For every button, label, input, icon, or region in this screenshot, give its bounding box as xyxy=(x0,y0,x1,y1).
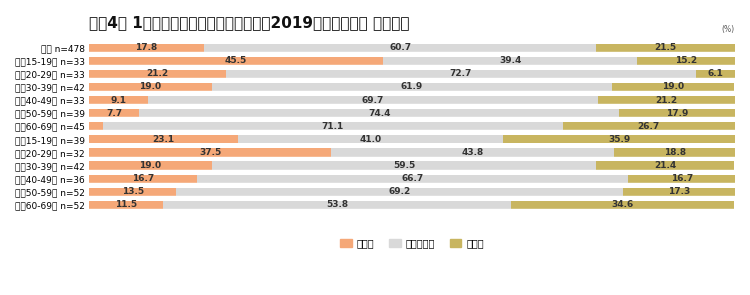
Text: 71.1: 71.1 xyxy=(322,122,344,131)
Bar xyxy=(148,96,598,104)
Bar xyxy=(164,201,511,209)
Bar xyxy=(598,96,735,104)
Text: 35.9: 35.9 xyxy=(608,135,630,144)
Bar xyxy=(89,70,226,78)
Bar xyxy=(204,44,596,52)
Text: 9.1: 9.1 xyxy=(110,96,127,104)
Text: 17.9: 17.9 xyxy=(666,109,688,118)
Text: 74.4: 74.4 xyxy=(368,109,391,118)
Text: 16.7: 16.7 xyxy=(132,174,154,183)
Bar xyxy=(628,175,736,183)
Text: ＜围4＞ 1年前と比較した読書数の変化（2019年調査実施時 年代別）: ＜围4＞ 1年前と比較した読書数の変化（2019年調査実施時 年代別） xyxy=(89,15,410,30)
Bar xyxy=(238,135,503,143)
Bar xyxy=(614,148,736,157)
Bar xyxy=(612,83,734,91)
Bar xyxy=(89,57,383,65)
Bar xyxy=(89,188,176,196)
Bar xyxy=(89,44,204,52)
Bar xyxy=(89,175,197,183)
Text: 60.7: 60.7 xyxy=(389,43,411,52)
Text: 13.5: 13.5 xyxy=(122,187,144,196)
Text: 17.3: 17.3 xyxy=(668,187,690,196)
Bar xyxy=(562,122,735,130)
Text: 43.8: 43.8 xyxy=(462,148,484,157)
Text: 6.1: 6.1 xyxy=(707,69,723,78)
Text: 41.0: 41.0 xyxy=(360,135,382,144)
Bar xyxy=(89,122,104,130)
Bar xyxy=(332,148,614,157)
Text: 16.7: 16.7 xyxy=(670,174,693,183)
Bar xyxy=(89,201,164,209)
Bar xyxy=(139,109,620,117)
Text: 66.7: 66.7 xyxy=(401,174,424,183)
Text: 69.7: 69.7 xyxy=(362,96,384,104)
Text: 39.4: 39.4 xyxy=(499,56,521,65)
Legend: 増えた, 変わらない, 減った: 増えた, 変わらない, 減った xyxy=(337,235,488,252)
Text: 7.7: 7.7 xyxy=(106,109,122,118)
Bar xyxy=(596,44,735,52)
Text: 21.4: 21.4 xyxy=(654,161,676,170)
Bar xyxy=(89,83,212,91)
Bar xyxy=(596,161,734,170)
Text: 72.7: 72.7 xyxy=(450,69,472,78)
Bar xyxy=(503,135,735,143)
Text: 21.2: 21.2 xyxy=(656,96,677,104)
Text: 61.9: 61.9 xyxy=(400,83,423,91)
Text: 19.0: 19.0 xyxy=(662,83,684,91)
Text: 17.8: 17.8 xyxy=(136,43,158,52)
Bar xyxy=(211,161,596,170)
Bar xyxy=(695,70,735,78)
Bar xyxy=(89,109,139,117)
Text: 53.8: 53.8 xyxy=(326,200,348,209)
Text: 69.2: 69.2 xyxy=(388,187,411,196)
Text: 26.7: 26.7 xyxy=(638,122,660,131)
Text: 11.5: 11.5 xyxy=(116,200,137,209)
Text: 34.6: 34.6 xyxy=(611,200,634,209)
Bar xyxy=(383,57,638,65)
Text: (%): (%) xyxy=(722,25,735,35)
Text: 23.1: 23.1 xyxy=(153,135,175,144)
Bar xyxy=(211,83,612,91)
Bar xyxy=(176,188,623,196)
Text: 19.0: 19.0 xyxy=(140,161,161,170)
Text: 21.5: 21.5 xyxy=(655,43,676,52)
Text: 37.5: 37.5 xyxy=(200,148,221,157)
Bar xyxy=(89,135,238,143)
Bar xyxy=(89,96,148,104)
Bar xyxy=(511,201,734,209)
Text: 45.5: 45.5 xyxy=(225,56,248,65)
Text: 19.0: 19.0 xyxy=(140,83,161,91)
Text: 59.5: 59.5 xyxy=(393,161,416,170)
Text: 15.2: 15.2 xyxy=(676,56,698,65)
Bar xyxy=(89,148,332,157)
Bar xyxy=(620,109,735,117)
Bar xyxy=(638,57,736,65)
Bar xyxy=(623,188,735,196)
Text: 18.8: 18.8 xyxy=(664,148,686,157)
Bar xyxy=(197,175,628,183)
Text: 21.2: 21.2 xyxy=(146,69,169,78)
Bar xyxy=(104,122,562,130)
Bar xyxy=(89,161,212,170)
Bar xyxy=(226,70,695,78)
